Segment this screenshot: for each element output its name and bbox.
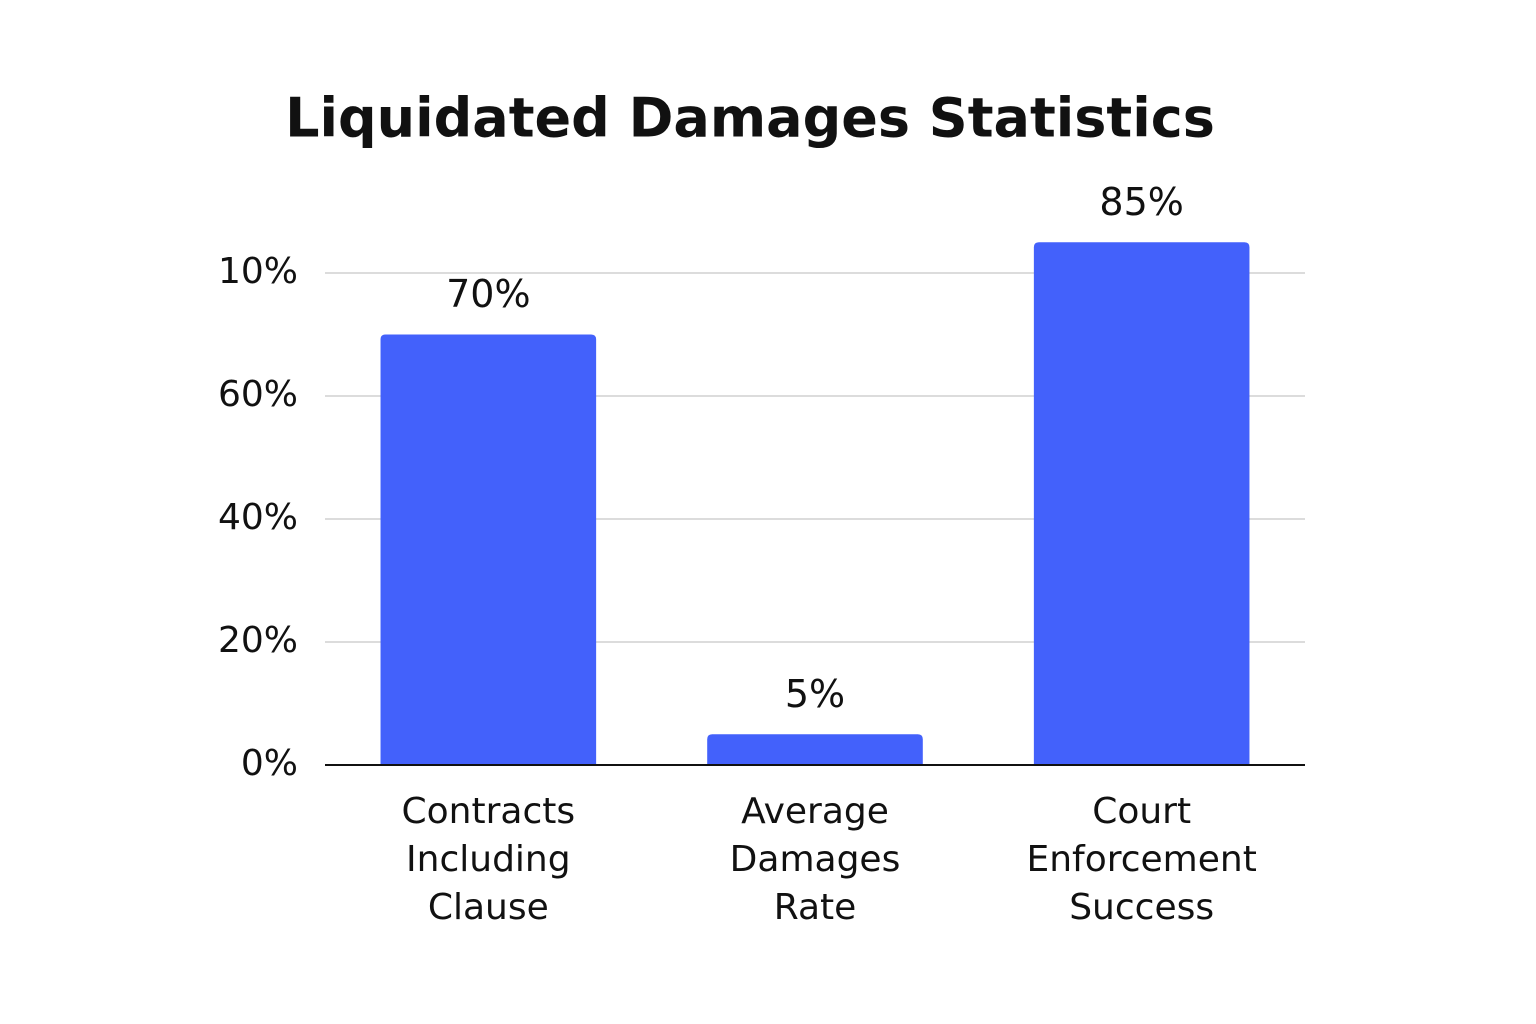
x-tick-label: Average Damages Rate xyxy=(730,791,901,928)
x-tick-label-line: Including xyxy=(406,839,571,880)
x-tick-label-line: Clause xyxy=(428,887,549,928)
y-tick-label: 20% xyxy=(218,620,298,661)
x-tick-label-line: Enforcement xyxy=(1026,839,1256,880)
data-label: 85% xyxy=(1099,180,1183,224)
x-tick-label-line: Rate xyxy=(774,887,857,928)
x-tick-label: Contracts Including Clause xyxy=(402,791,576,928)
x-tick-label-line: Damages xyxy=(730,839,901,880)
y-tick-label: 40% xyxy=(218,497,298,538)
x-tick-label-line: Success xyxy=(1069,887,1214,928)
bar xyxy=(1033,242,1250,765)
x-tick-label: Court Enforcement Success xyxy=(1026,791,1256,928)
bar xyxy=(380,334,597,765)
data-label: 70% xyxy=(446,272,530,316)
bar xyxy=(707,734,923,765)
x-tick-label-line: Court xyxy=(1092,791,1191,832)
x-tick-label-line: Average xyxy=(741,791,889,832)
y-tick-label: 0% xyxy=(241,743,298,784)
data-label: 5% xyxy=(785,672,845,716)
x-tick-label-line: Contracts xyxy=(402,791,576,832)
y-tick-label: 10% xyxy=(218,251,298,292)
chart-title: Liquidated Damages Statistics xyxy=(285,87,1215,150)
y-tick-label: 60% xyxy=(218,374,298,415)
